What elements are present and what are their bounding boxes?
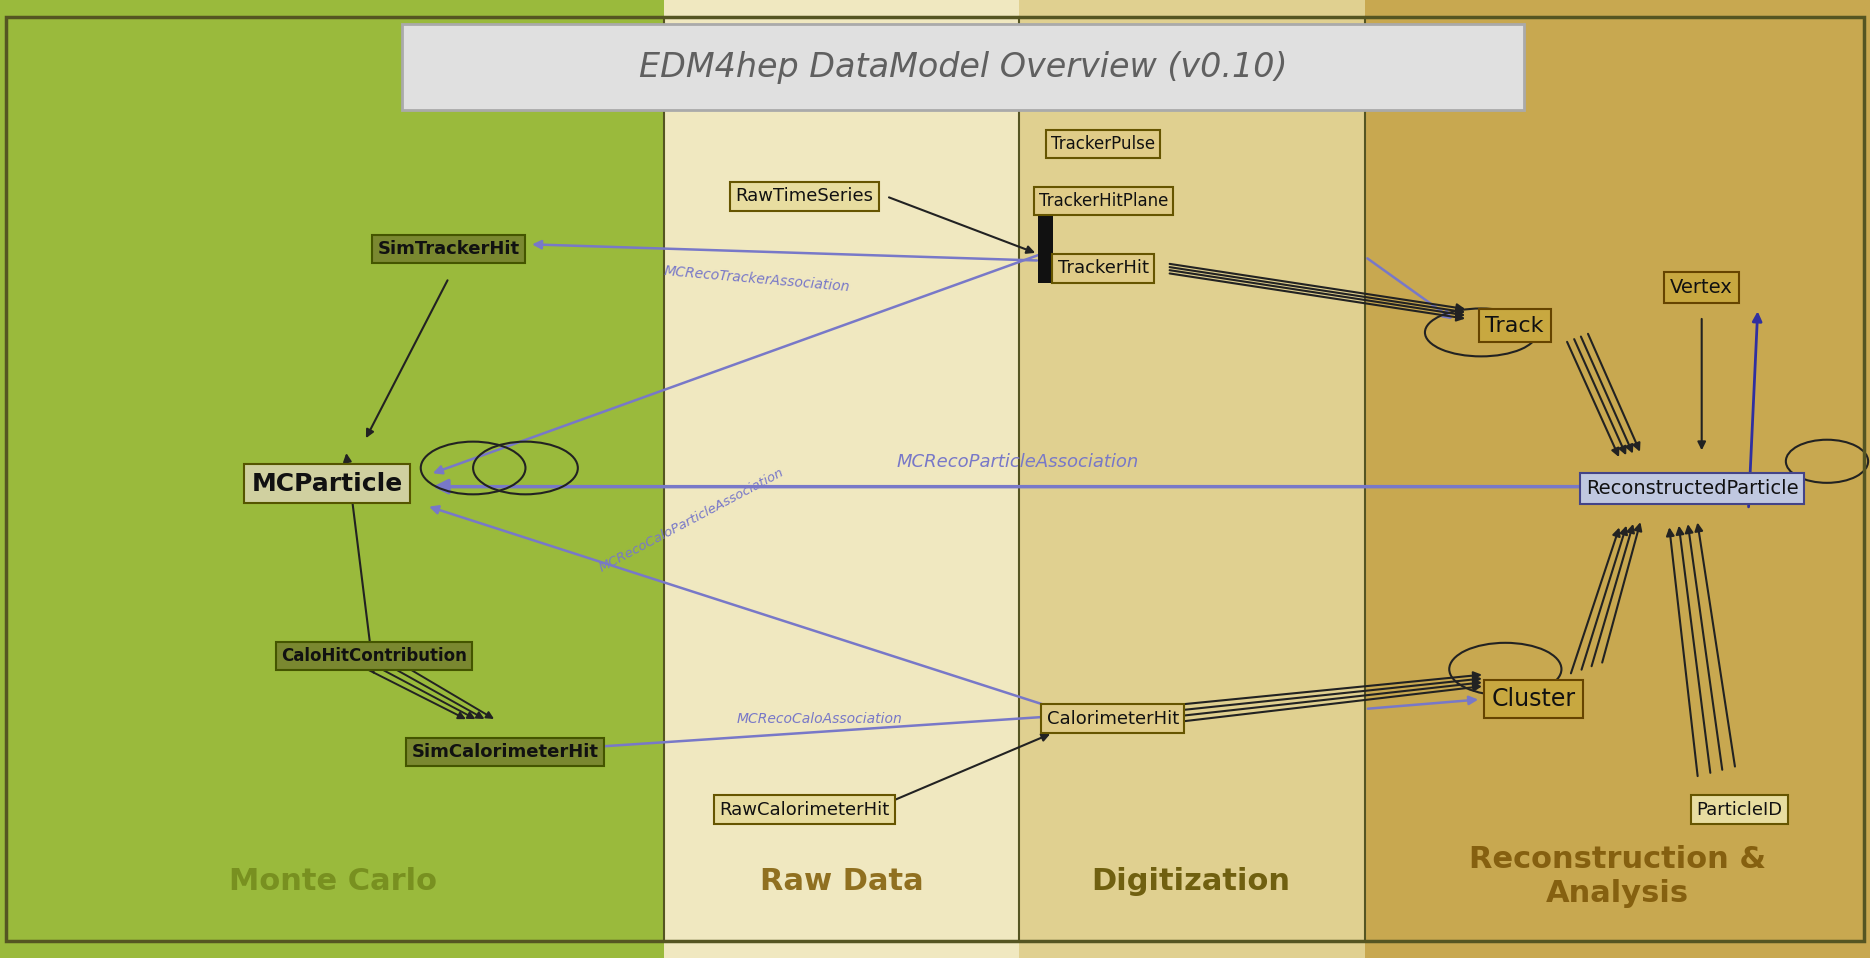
- Text: Track: Track: [1485, 316, 1545, 335]
- Text: TrackerHit: TrackerHit: [1058, 260, 1148, 277]
- Text: Monte Carlo: Monte Carlo: [228, 867, 438, 896]
- FancyBboxPatch shape: [402, 24, 1524, 110]
- Text: Reconstruction &
Analysis: Reconstruction & Analysis: [1470, 845, 1765, 908]
- Bar: [1019, 0, 1365, 958]
- Text: Raw Data: Raw Data: [759, 867, 924, 896]
- Text: CalorimeterHit: CalorimeterHit: [1047, 710, 1178, 727]
- Text: ParticleID: ParticleID: [1696, 801, 1782, 818]
- Text: ReconstructedParticle: ReconstructedParticle: [1586, 479, 1799, 498]
- Text: MCParticle: MCParticle: [252, 471, 402, 496]
- Text: CaloHitContribution: CaloHitContribution: [280, 648, 468, 665]
- Text: MCRecoCaloAssociation: MCRecoCaloAssociation: [737, 712, 901, 726]
- Text: EDM4hep DataModel Overview (v0.10): EDM4hep DataModel Overview (v0.10): [640, 51, 1287, 83]
- Text: RawCalorimeterHit: RawCalorimeterHit: [718, 801, 890, 818]
- Text: SimCalorimeterHit: SimCalorimeterHit: [411, 743, 598, 761]
- Bar: [664, 0, 1019, 958]
- Text: MCRecoTrackerAssociation: MCRecoTrackerAssociation: [664, 263, 851, 294]
- Text: TrackerHitPlane: TrackerHitPlane: [1038, 193, 1169, 210]
- Text: SimTrackerHit: SimTrackerHit: [378, 240, 520, 258]
- Bar: [1365, 0, 1870, 958]
- Text: RawTimeSeries: RawTimeSeries: [735, 188, 873, 205]
- Text: Digitization: Digitization: [1092, 867, 1290, 896]
- Bar: [0, 0, 664, 958]
- Text: MCRecoCaloParticleAssociation: MCRecoCaloParticleAssociation: [597, 466, 787, 575]
- Text: Cluster: Cluster: [1492, 687, 1575, 712]
- Text: MCRecoParticleAssociation: MCRecoParticleAssociation: [896, 453, 1139, 471]
- Bar: [1038, 187, 1053, 283]
- Text: Vertex: Vertex: [1670, 278, 1733, 297]
- Text: TrackerPulse: TrackerPulse: [1051, 135, 1156, 152]
